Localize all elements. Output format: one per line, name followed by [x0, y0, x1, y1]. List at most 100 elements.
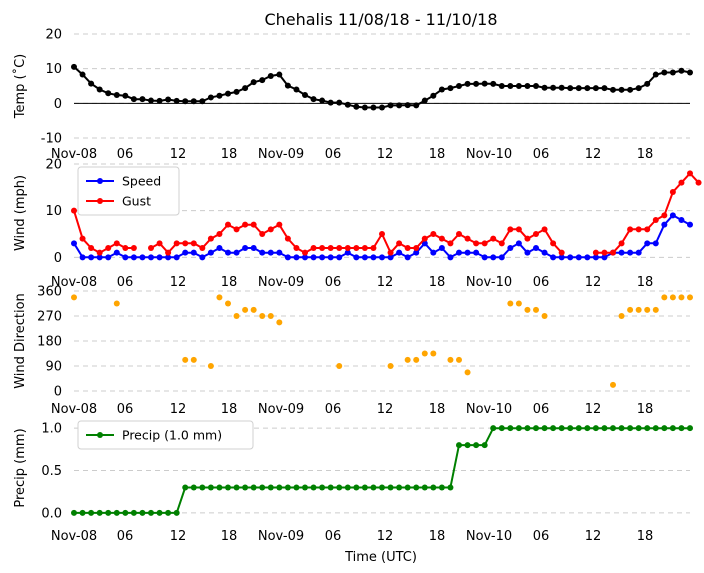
data-point: [618, 425, 625, 432]
data-point: [233, 484, 240, 491]
data-point: [233, 313, 240, 319]
data-point: [421, 235, 428, 242]
data-point: [139, 509, 146, 516]
data-point: [122, 254, 129, 261]
data-point: [558, 254, 565, 261]
data-point: [610, 86, 616, 93]
data-point: [498, 240, 505, 247]
data-point: [336, 254, 343, 261]
legend-marker: [97, 432, 103, 438]
data-point: [447, 85, 454, 92]
data-point: [515, 425, 522, 432]
data-point: [139, 254, 146, 261]
data-point: [319, 254, 326, 261]
data-point: [225, 90, 231, 97]
data-point: [601, 85, 608, 92]
data-point: [413, 245, 420, 251]
data-point: [652, 306, 659, 313]
data-point: [182, 356, 189, 363]
data-point: [284, 82, 291, 89]
data-point: [344, 245, 351, 251]
data-point: [652, 217, 659, 223]
data-point: [182, 98, 189, 105]
data-point: [233, 249, 240, 256]
data-point: [387, 484, 394, 491]
data-point: [592, 85, 599, 92]
data-point: [404, 254, 411, 261]
x-tick-label: Nov-08: [51, 275, 97, 290]
data-point: [327, 254, 334, 261]
data-point: [190, 98, 197, 105]
data-point: [473, 240, 480, 247]
data-point: [404, 356, 411, 363]
data-point: [644, 240, 651, 247]
data-point: [507, 83, 514, 89]
data-point: [687, 221, 693, 228]
data-point: [293, 245, 300, 251]
data-point: [361, 484, 368, 491]
data-point: [678, 67, 685, 74]
data-point: [473, 249, 480, 256]
data-point: [661, 69, 668, 76]
data-point: [71, 294, 77, 301]
y-tick-label: 0: [54, 97, 62, 112]
data-point: [678, 294, 685, 301]
data-point: [225, 300, 231, 307]
data-point: [88, 254, 95, 261]
data-point: [507, 300, 514, 307]
data-point: [242, 306, 249, 313]
data-point: [207, 94, 214, 101]
data-point: [344, 101, 351, 108]
data-point: [678, 425, 685, 432]
y-axis-label: Precip (mm): [13, 428, 28, 507]
data-point: [644, 226, 651, 233]
data-point: [353, 484, 360, 491]
x-tick-label: Nov-09: [258, 275, 304, 290]
data-point: [276, 319, 283, 326]
data-point: [584, 85, 591, 92]
data-point: [481, 240, 488, 247]
data-point: [379, 104, 385, 111]
x-tick-label: 12: [170, 275, 187, 290]
x-tick-label: 06: [117, 147, 134, 162]
x-tick-label: 18: [429, 529, 446, 544]
data-point: [130, 245, 137, 251]
legend: Precip (1.0 mm): [77, 420, 254, 450]
data-point: [173, 97, 180, 104]
data-point: [250, 245, 257, 251]
data-point: [259, 231, 266, 237]
data-point: [361, 104, 368, 111]
data-point: [96, 509, 103, 516]
data-point: [302, 249, 308, 256]
x-tick-label: 12: [377, 529, 394, 544]
data-point: [396, 102, 403, 109]
data-point: [387, 249, 394, 256]
data-point: [533, 306, 539, 313]
data-point: [687, 294, 693, 301]
y-tick-label: 20: [45, 158, 62, 173]
data-point: [541, 249, 548, 256]
data-point: [618, 240, 625, 247]
data-point: [353, 245, 360, 251]
data-point: [473, 80, 480, 87]
data-point: [464, 249, 471, 256]
data-point: [438, 86, 445, 93]
data-point: [293, 86, 300, 93]
data-point: [156, 254, 163, 261]
data-point: [652, 425, 659, 432]
data-point: [79, 235, 86, 242]
data-point: [447, 254, 454, 261]
data-point: [490, 254, 497, 261]
y-axis-label: Wind Direction: [13, 293, 28, 389]
data-point: [165, 509, 172, 516]
data-point: [558, 249, 565, 256]
data-point: [524, 235, 531, 242]
data-point: [524, 83, 531, 89]
x-tick-label: 18: [221, 529, 238, 544]
data-point: [447, 240, 454, 247]
x-tick-label: 18: [637, 529, 654, 544]
data-point: [481, 254, 488, 261]
data-point: [438, 235, 445, 242]
data-point: [669, 189, 676, 195]
data-point: [567, 85, 574, 92]
